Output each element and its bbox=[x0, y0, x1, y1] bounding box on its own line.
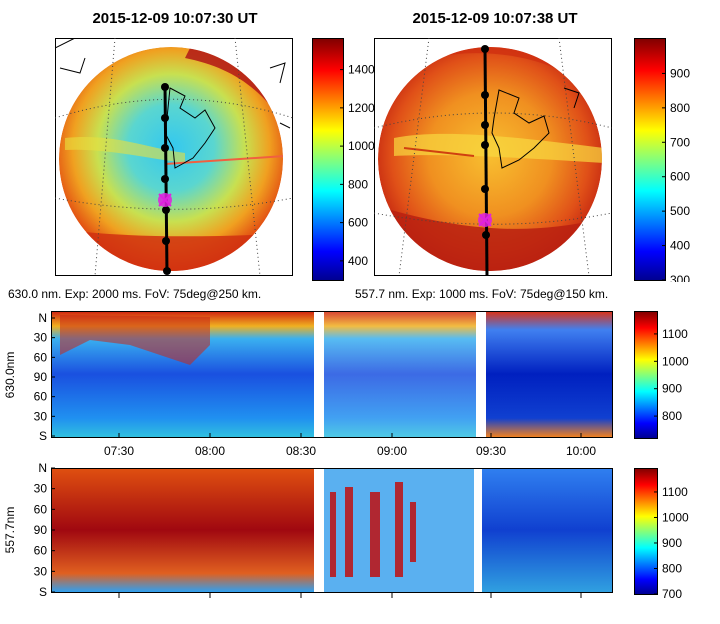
asi1-panel bbox=[55, 38, 293, 276]
keo557-stripes bbox=[330, 482, 416, 577]
asi2-colorbar: 300 400 500 600 700 800 900 bbox=[634, 38, 690, 282]
colorbar-tick-label: 400 bbox=[348, 254, 368, 268]
keo630-x-ticks: 07:30 08:00 08:30 09:00 09:30 10:00 bbox=[104, 433, 596, 458]
colorbar-tick-label: 600 bbox=[348, 216, 368, 230]
keo557-colorbar-ticks: 700 800 900 1000 1100 bbox=[654, 485, 689, 600]
asi1-caption: 630.0 nm. Exp: 2000 ms. FoV: 75deg@250 k… bbox=[8, 287, 262, 301]
y-tick-label: S bbox=[39, 429, 47, 443]
keo630-image-b bbox=[324, 311, 476, 437]
asi2-grid bbox=[374, 38, 612, 276]
asi2-meridian-line bbox=[483, 47, 489, 276]
colorbar-tick-label: 800 bbox=[662, 561, 682, 575]
y-tick-label: 60 bbox=[34, 502, 48, 516]
colorbar-tick-label: 800 bbox=[662, 409, 682, 423]
asi1-meridian-points bbox=[161, 83, 171, 275]
x-tick-label: 07:30 bbox=[104, 444, 134, 458]
colorbar-tick-label: 400 bbox=[670, 239, 690, 253]
asi2-caption: 557.7 nm. Exp: 1000 ms. FoV: 75deg@150 k… bbox=[355, 287, 609, 301]
asi1-target-marker bbox=[158, 193, 172, 207]
asi2-meridian-points bbox=[481, 45, 490, 239]
colorbar-tick-label: 700 bbox=[670, 135, 690, 149]
asi2-image bbox=[378, 47, 602, 271]
y-tick-label: 60 bbox=[34, 544, 48, 558]
keo557-image-c bbox=[482, 468, 612, 592]
y-tick-label: 60 bbox=[34, 350, 48, 364]
colorbar-tick-label: 1100 bbox=[662, 485, 688, 499]
y-tick-label: S bbox=[39, 585, 47, 599]
y-tick-label: 30 bbox=[34, 409, 48, 423]
keo630-gap-1 bbox=[314, 311, 324, 437]
keo630-red-blobs bbox=[60, 315, 210, 365]
colorbar-tick-label: 500 bbox=[670, 204, 690, 218]
keo557-x-tickmarks bbox=[118, 592, 582, 598]
asi2-panel bbox=[374, 38, 612, 276]
asi2-target-marker bbox=[478, 213, 492, 227]
y-tick-label: 30 bbox=[34, 331, 48, 345]
colorbar-tick-label: 800 bbox=[348, 177, 368, 191]
colorbar-tick-label: 800 bbox=[670, 101, 690, 115]
keo557-image-a bbox=[51, 468, 314, 592]
colorbar-tick-label: 900 bbox=[670, 66, 690, 80]
asi2-title: 2015-12-09 10:07:38 UT bbox=[412, 10, 578, 27]
asi1-coastline bbox=[55, 38, 291, 169]
colorbar-tick-label: 1000 bbox=[662, 354, 689, 368]
x-tick-label: 10:00 bbox=[566, 444, 596, 458]
asi2-coastline bbox=[491, 87, 580, 169]
keo557-y-ticks: N 30 60 90 60 30 S bbox=[34, 462, 55, 599]
x-tick-label: 09:00 bbox=[377, 444, 407, 458]
y-tick-label: 60 bbox=[34, 390, 48, 404]
keo630-image-c bbox=[486, 311, 612, 437]
colorbar-tick-label: 900 bbox=[662, 382, 682, 396]
colorbar-tick-label: 300 bbox=[670, 273, 690, 282]
colorbar-tick-label: 700 bbox=[662, 587, 682, 600]
colorbar-tick-label: 1400 bbox=[348, 63, 375, 77]
keo557-panel: 557.7nm N 30 60 90 60 30 S bbox=[3, 462, 613, 599]
keo630-panel: 630.0nm N 30 60 90 60 30 S 07:30 08:00 08:30 09:0… bbox=[3, 311, 613, 458]
colorbar-tick-label: 1000 bbox=[348, 139, 375, 153]
keo630-ylabel: 630.0nm bbox=[3, 352, 17, 399]
x-tick-label: 08:30 bbox=[286, 444, 316, 458]
colorbar-tick-label: 1100 bbox=[662, 327, 688, 341]
colorbar-tick-label: 600 bbox=[670, 170, 690, 184]
keo630-axes bbox=[51, 311, 613, 438]
x-tick-label: 09:30 bbox=[476, 444, 506, 458]
asi2-colorbar-ticks: 300 400 500 600 700 800 900 bbox=[662, 66, 690, 282]
y-tick-label: N bbox=[38, 311, 47, 325]
y-tick-label: 90 bbox=[34, 370, 48, 384]
asi1-grid bbox=[55, 38, 293, 276]
keo557-ylabel: 557.7nm bbox=[3, 507, 17, 554]
asi1-title: 2015-12-09 10:07:30 UT bbox=[92, 10, 258, 27]
asi1-aurora-band-mid bbox=[65, 136, 185, 163]
y-tick-label: N bbox=[38, 462, 47, 475]
keo630-colorbar-ticks: 800 900 1000 1100 bbox=[654, 327, 689, 423]
keo557-gap-1 bbox=[314, 468, 324, 592]
keo630-gap-2 bbox=[476, 311, 486, 437]
colorbar-tick-label: 1000 bbox=[662, 510, 689, 524]
keo557-gap-2 bbox=[474, 468, 482, 592]
keo557-colorbar: 700 800 900 1000 1100 bbox=[634, 468, 689, 600]
colorbar-tick-label: 1200 bbox=[348, 101, 375, 115]
asi1-colorbar-ticks: 400 600 800 1000 1200 1400 bbox=[340, 63, 375, 268]
colorbar-tick-label: 900 bbox=[662, 536, 682, 550]
asi1-colorbar: 400 600 800 1000 1200 1400 bbox=[312, 38, 375, 281]
keo630-y-ticks: N 30 60 90 60 30 S bbox=[34, 311, 55, 443]
y-tick-label: 90 bbox=[34, 523, 48, 537]
x-tick-label: 08:00 bbox=[195, 444, 225, 458]
asi2-streak bbox=[403, 147, 475, 157]
keo630-colorbar: 800 900 1000 1100 bbox=[634, 311, 689, 439]
y-tick-label: 30 bbox=[34, 482, 48, 496]
y-tick-label: 30 bbox=[34, 564, 48, 578]
